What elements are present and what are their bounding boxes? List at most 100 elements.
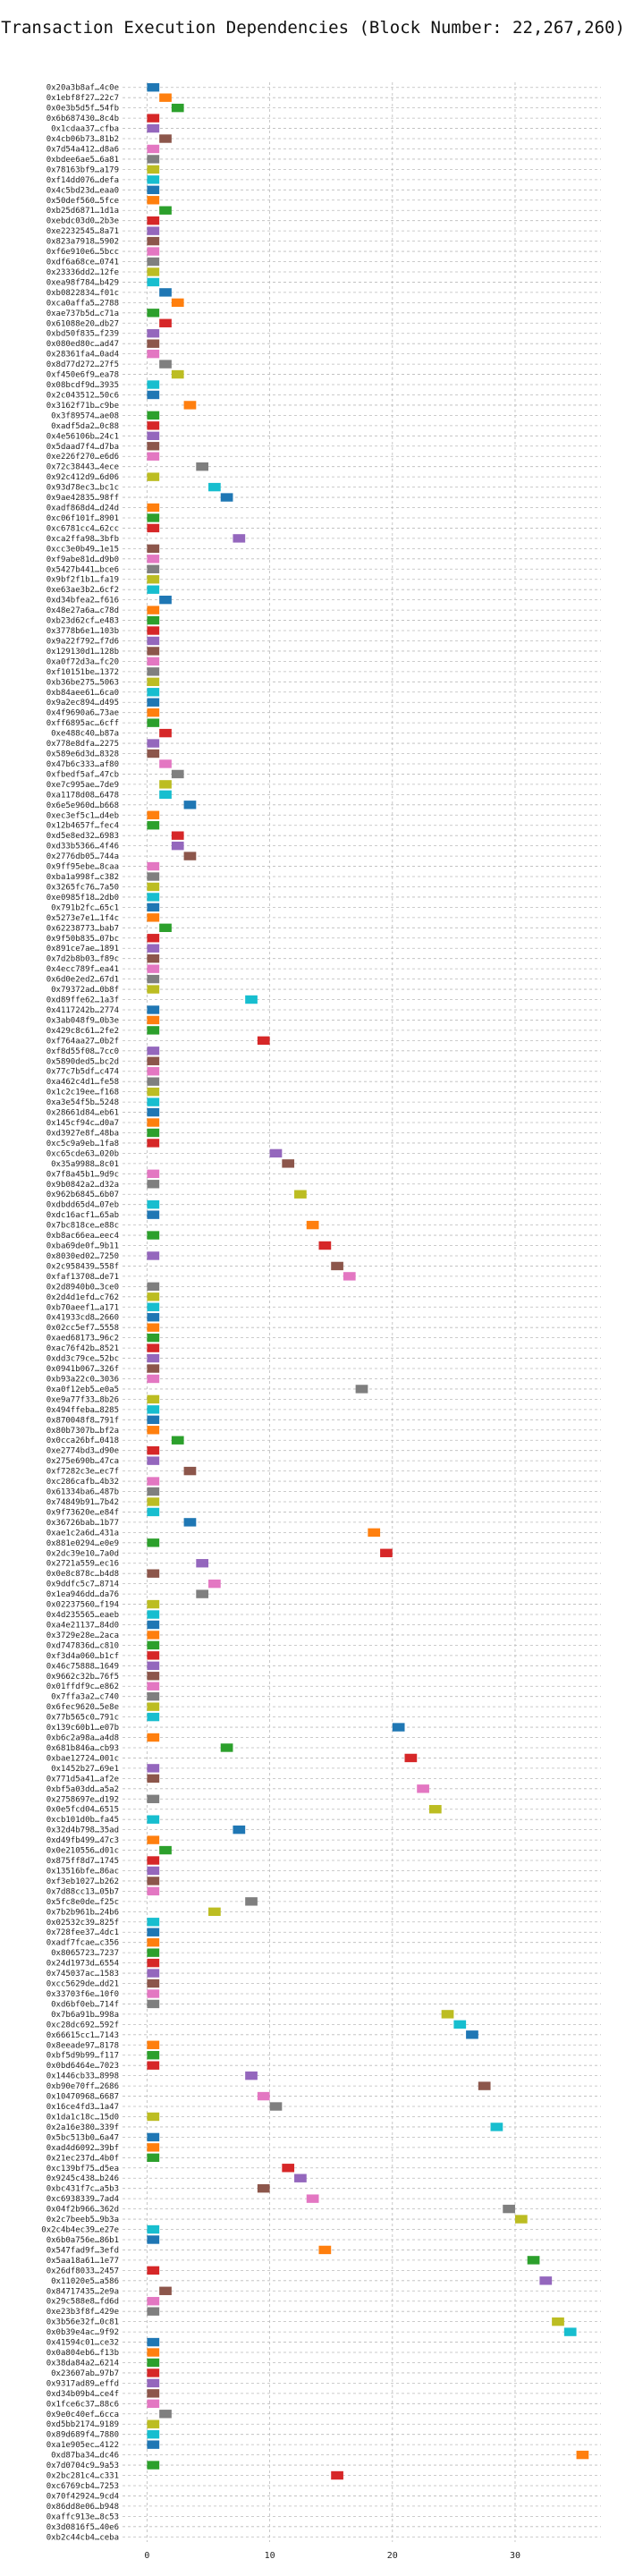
- y-tick-label: 0xc6769cb4…7253: [47, 2482, 119, 2491]
- execution-bar: [257, 2091, 270, 2101]
- execution-bar: [147, 1097, 160, 1106]
- execution-bar: [147, 1620, 160, 1630]
- x-tick-label: 10: [265, 2551, 275, 2561]
- execution-bar: [147, 1877, 160, 1885]
- execution-bar: [147, 636, 160, 646]
- execution-bar: [539, 2276, 553, 2285]
- y-tick-label: 0xba69de0f…9b11: [47, 1242, 119, 1251]
- execution-bar: [147, 2461, 160, 2470]
- y-tick-label: 0xd34bfea2…f616: [47, 597, 119, 606]
- y-tick-label: 0x0cca26bf…0418: [47, 1436, 119, 1445]
- execution-bar: [147, 1989, 160, 1998]
- y-tick-label: 0xe2774bd3…d90e: [47, 1447, 119, 1456]
- execution-bar: [147, 2061, 160, 2070]
- y-tick-label: 0x7d2b8b03…f89c: [47, 955, 119, 964]
- y-tick-label: 0x875ff8d7…1745: [47, 1857, 119, 1866]
- execution-bar: [159, 2410, 172, 2419]
- execution-bar: [147, 1333, 160, 1343]
- execution-bar: [159, 759, 172, 768]
- y-tick-label: 0x8d77d272…27f5: [47, 360, 119, 369]
- y-tick-label: 0xbc431f7c…a5b3: [47, 2185, 119, 2194]
- execution-bar: [147, 2399, 160, 2409]
- execution-bar: [453, 2020, 467, 2029]
- y-tick-label: 0x02532c39…825f: [47, 1919, 119, 1928]
- y-tick-label: 0xa1178d08…6478: [47, 791, 119, 800]
- y-tick-label: 0x9b0842a2…d32a: [47, 1181, 119, 1190]
- y-tick-label: 0xadf868d4…d24d: [47, 504, 119, 513]
- y-tick-label: 0x93d78ec3…bc1c: [47, 484, 119, 493]
- execution-bar: [147, 1477, 160, 1486]
- y-tick-label: 0xf14dd076…defa: [47, 176, 119, 185]
- execution-bar: [147, 1866, 160, 1876]
- y-tick-label: 0xd89ffe62…1a3f: [47, 996, 119, 1005]
- y-tick-label: 0xea98f784…b429: [47, 278, 119, 287]
- y-tick-label: 0x962b6845…6b07: [47, 1191, 119, 1199]
- execution-bar: [147, 1815, 160, 1824]
- y-tick-label: 0xec3ef5c1…d4eb: [47, 811, 119, 820]
- y-tick-label: 0x1452b27…69e1: [51, 1765, 119, 1774]
- execution-bar: [147, 1507, 160, 1517]
- y-tick-label: 0xf7282c3e…ec7f: [47, 1468, 119, 1477]
- execution-bar: [147, 2297, 160, 2306]
- y-tick-label: 0x5daad7f4…d7ba: [47, 443, 119, 452]
- y-tick-label: 0x145cf94c…d0a7: [47, 1119, 119, 1128]
- execution-bar: [147, 667, 160, 676]
- execution-bar: [147, 1364, 160, 1373]
- y-tick-label: 0x50def560…5fce: [47, 197, 119, 206]
- y-tick-label: 0x4d235565…eaeb: [47, 1611, 119, 1620]
- execution-bar: [147, 1118, 160, 1127]
- y-tick-label: 0x0e5fcd04…6515: [47, 1806, 119, 1815]
- y-tick-label: 0xaed68173…96c2: [47, 1335, 119, 1343]
- y-tick-label: 0x870048f8…791f: [47, 1416, 119, 1425]
- y-tick-label: 0x66615cc1…7143: [47, 2031, 119, 2040]
- y-tick-label: 0xdc16acf1…65ab: [47, 1211, 119, 1220]
- execution-bar: [147, 1886, 160, 1896]
- execution-bar: [147, 431, 160, 441]
- y-tick-label: 0x7ffa3a2…c740: [51, 1693, 119, 1702]
- y-tick-label: 0x70f42924…9cd4: [47, 2492, 119, 2501]
- execution-bar: [147, 1979, 160, 1988]
- y-tick-label: 0xe226f270…e6d6: [47, 453, 119, 462]
- y-tick-label: 0xc65cde63…020b: [47, 1149, 119, 1158]
- execution-bar: [245, 1897, 258, 1906]
- y-tick-label: 0xf764aa27…0b2f: [47, 1037, 119, 1046]
- execution-bar: [441, 2010, 454, 2019]
- execution-bar: [478, 2081, 491, 2090]
- execution-bar: [147, 882, 160, 892]
- execution-bar: [147, 810, 160, 819]
- execution-bar: [171, 369, 184, 379]
- execution-bar: [147, 2358, 160, 2368]
- execution-bar: [147, 1497, 160, 1506]
- execution-bar: [147, 615, 160, 625]
- execution-bar: [147, 872, 160, 881]
- y-tick-label: 0x0b39e4ac…9f92: [47, 2328, 119, 2337]
- x-tick-label: 30: [510, 2551, 520, 2561]
- execution-bar: [147, 1405, 160, 1414]
- execution-bar: [514, 2215, 528, 2224]
- execution-bar: [147, 1487, 160, 1496]
- y-tick-label: 0x4c5bd23d…eaa0: [47, 186, 119, 195]
- execution-bar: [147, 155, 160, 164]
- execution-bar: [147, 1046, 160, 1055]
- y-tick-label: 0xb84aee61…6ca0: [47, 689, 119, 698]
- y-tick-label: 0x12b4657f…fec4: [47, 822, 119, 831]
- y-tick-label: 0x9ff95ebe…8caa: [47, 863, 119, 872]
- y-tick-label: 0x9f50b835…07bc: [47, 935, 119, 944]
- execution-bar: [147, 1569, 160, 1578]
- execution-bar: [552, 2317, 564, 2326]
- execution-bar: [159, 206, 172, 215]
- y-tick-label: 0x1446cb33…8998: [47, 2072, 119, 2081]
- execution-bar: [147, 1969, 160, 1978]
- execution-bar: [183, 1466, 197, 1476]
- execution-bar: [147, 421, 160, 430]
- execution-bar: [257, 2183, 270, 2193]
- y-tick-label: 0x4ecc789f…ea41: [47, 965, 119, 974]
- execution-bar: [147, 1937, 160, 1947]
- y-tick-label: 0xdf6a68ce…0741: [47, 258, 119, 267]
- y-tick-label: 0x823a7918…5902: [47, 238, 119, 247]
- execution-bar: [318, 1241, 332, 1250]
- y-tick-label: 0x9a22f792…f7d6: [47, 637, 119, 646]
- y-tick-label: 0x24d1973d…6554: [47, 1960, 119, 1969]
- execution-bar: [147, 216, 160, 225]
- execution-bar: [147, 226, 160, 235]
